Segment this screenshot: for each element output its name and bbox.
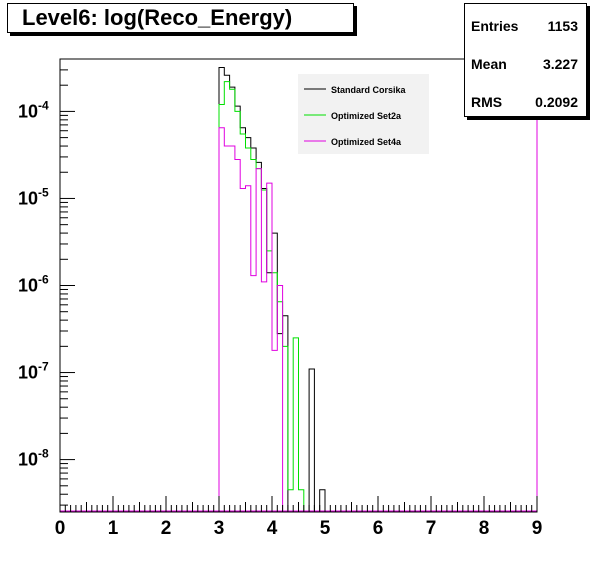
- stats-mean-row: Mean 3.227: [471, 54, 578, 74]
- y-tick-exponent: -4: [38, 98, 49, 112]
- x-tick-label: 0: [55, 518, 66, 539]
- x-tick-label: 2: [161, 518, 172, 539]
- legend-label: Standard Corsika: [331, 85, 407, 95]
- stats-rms-label: RMS: [471, 94, 503, 110]
- y-tick-base: 10: [18, 188, 38, 208]
- stats-entries-value: 1153: [547, 18, 578, 34]
- x-tick-label: 6: [373, 518, 384, 539]
- y-tick-base: 10: [18, 276, 38, 296]
- x-tick-label: 1: [108, 518, 119, 539]
- x-tick-label: 4: [267, 518, 278, 539]
- chart-title: Level6: log(Reco_Energy): [22, 5, 293, 30]
- y-tick-exponent: -5: [38, 185, 49, 199]
- y-tick-label: 10-4: [18, 98, 49, 121]
- y-tick-label: 10-6: [18, 273, 49, 296]
- x-tick-label: 7: [426, 518, 437, 539]
- y-tick-exponent: -7: [38, 360, 49, 374]
- y-tick-exponent: -8: [38, 447, 49, 461]
- y-tick-base: 10: [18, 101, 38, 121]
- stats-rms-row: RMS 0.2092: [471, 92, 578, 112]
- stats-mean-value: 3.227: [542, 56, 578, 72]
- x-tick-label: 5: [320, 518, 331, 539]
- stats-entries-row: Entries 1153: [471, 16, 578, 36]
- y-tick-base: 10: [18, 450, 38, 470]
- legend-label: Optimized Set2a: [331, 111, 402, 121]
- y-tick-base: 10: [18, 363, 38, 383]
- x-tick-label: 3: [214, 518, 225, 539]
- stats-entries-label: Entries: [471, 18, 519, 34]
- chart-title-box: Level6: log(Reco_Energy): [7, 3, 354, 33]
- x-tick-label: 9: [532, 518, 543, 539]
- legend-label: Optimized Set4a: [331, 137, 402, 147]
- stats-rms-value: 0.2092: [535, 94, 578, 110]
- series-3-histogram: [218, 127, 284, 512]
- stats-mean-label: Mean: [471, 56, 507, 72]
- y-tick-label: 10-7: [18, 360, 49, 383]
- y-tick-label: 10-8: [18, 447, 49, 470]
- y-tick-label: 10-5: [18, 185, 49, 208]
- y-tick-exponent: -6: [38, 273, 49, 287]
- statistics-box: Entries 1153 Mean 3.227 RMS 0.2092: [464, 3, 587, 117]
- x-tick-label: 8: [479, 518, 490, 539]
